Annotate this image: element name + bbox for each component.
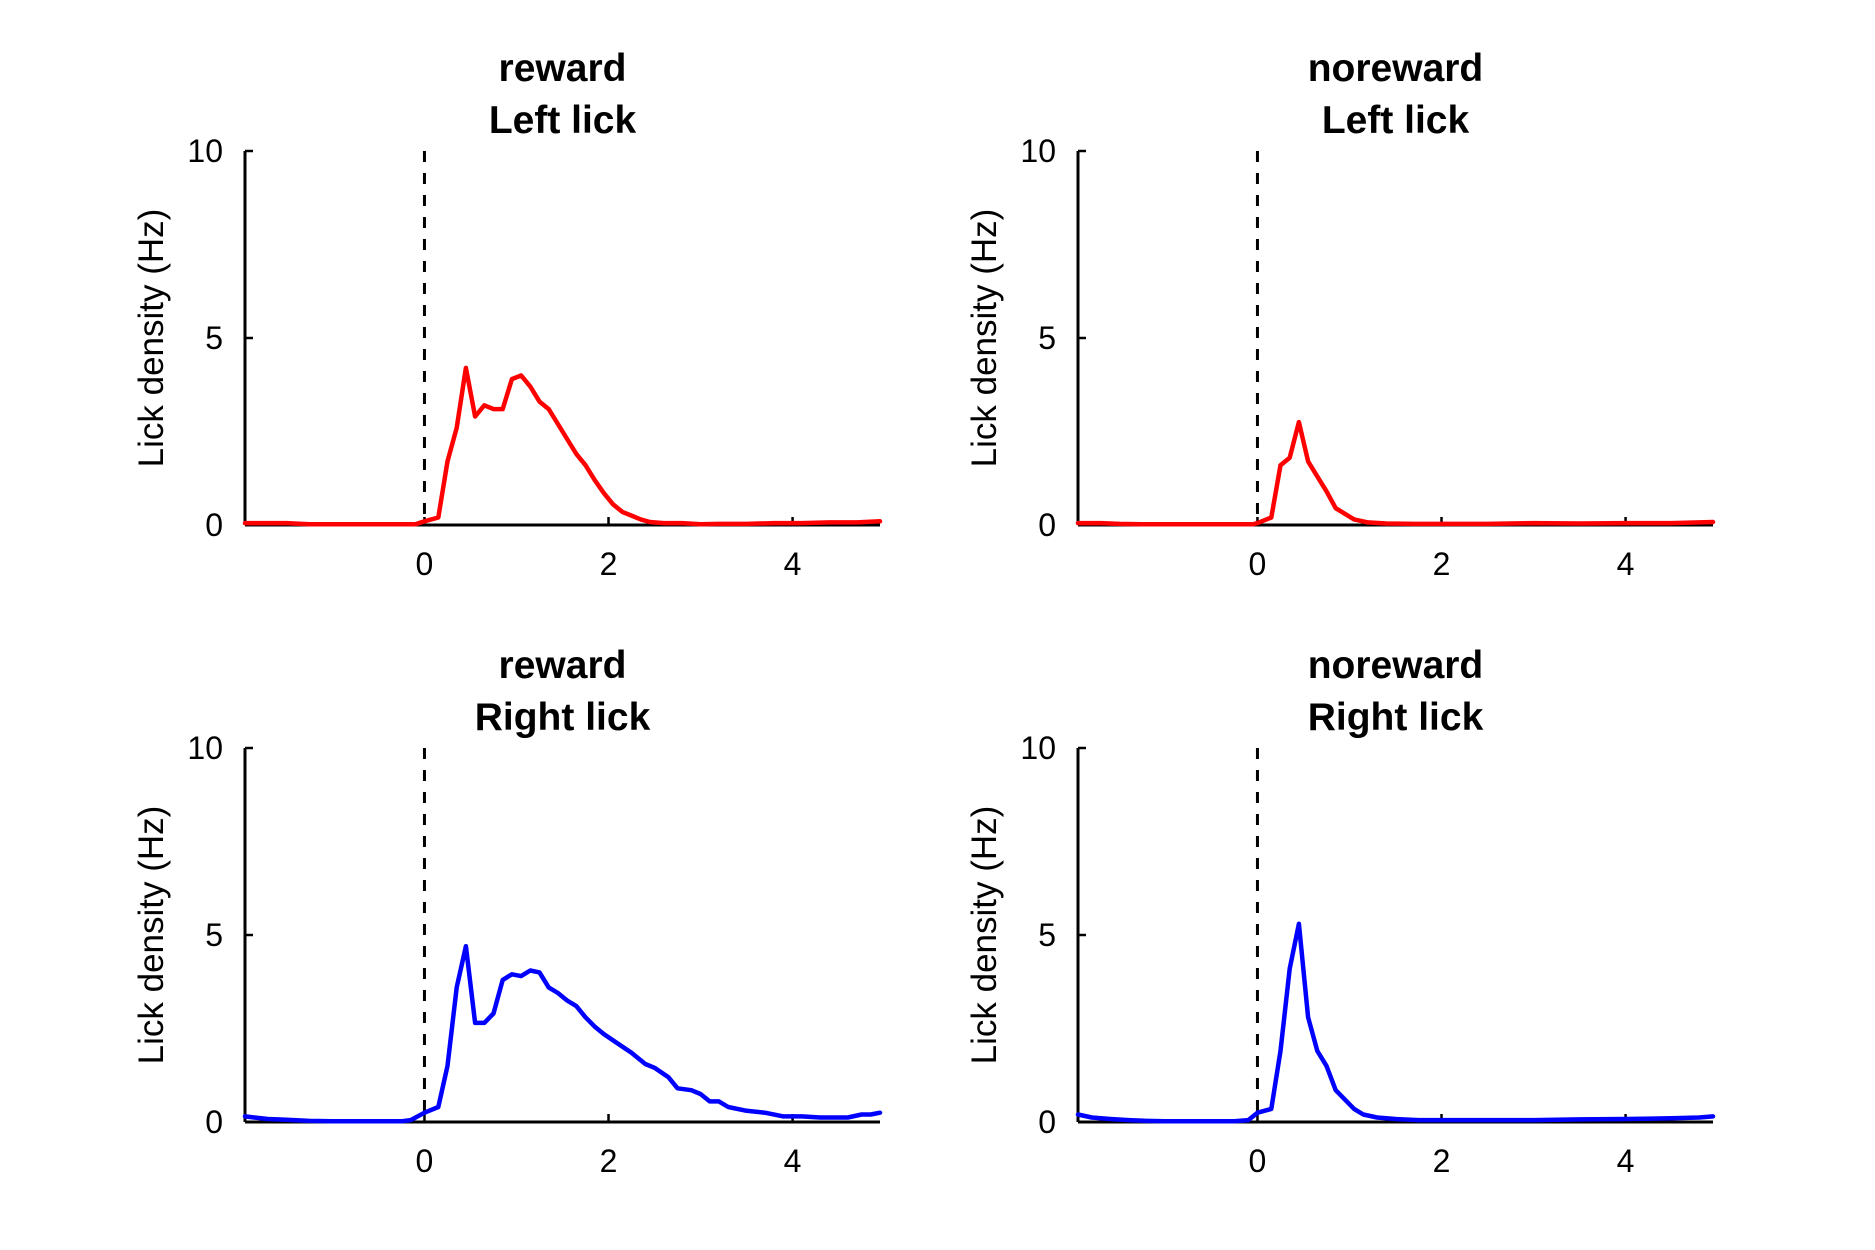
- panel-noreward-right: noreward Right lick 0 5 10 0 2 4 Lick density (H…: [965, 644, 1716, 1179]
- y-tick-label-noreward-left-0: 0: [1038, 507, 1056, 543]
- title-reward-left-line-2: Left lick: [489, 99, 637, 142]
- title-noreward-right-line-1: noreward: [1308, 644, 1484, 687]
- x-tick-label-noreward-left-0: 0: [1249, 546, 1267, 582]
- x-tick-label-noreward-right-0: 0: [1249, 1143, 1267, 1179]
- y-tick-label-reward-right-0: 0: [205, 1104, 223, 1140]
- title-noreward-right-line-2: Right lick: [1308, 696, 1484, 739]
- y-axis-label-noreward-right: Lick density (Hz): [965, 806, 1004, 1065]
- y-axis-label-reward-right: Lick density (Hz): [132, 806, 171, 1065]
- x-tick-label-reward-left-2: 2: [600, 546, 618, 582]
- y-axis-label-noreward-left: Lick density (Hz): [965, 209, 1004, 468]
- y-tick-label-noreward-right-10: 10: [1020, 730, 1056, 766]
- series-line-noreward-right: [1075, 921, 1716, 1124]
- x-tick-label-reward-left-0: 0: [416, 546, 434, 582]
- title-noreward-left-line-1: noreward: [1308, 47, 1484, 90]
- panel-reward-left: reward Left lick 0 5 10 0 2 4 Lick density (Hz): [132, 47, 883, 582]
- x-tick-label-noreward-left-4: 4: [1617, 546, 1635, 582]
- y-axis-label-reward-left: Lick density (Hz): [132, 209, 171, 468]
- panel-reward-right: reward Right lick 0 5 10 0 2 4 Lick density (Hz): [132, 644, 883, 1179]
- y-tick-label-reward-right-5: 5: [205, 917, 223, 953]
- y-tick-label-noreward-left-5: 5: [1038, 320, 1056, 356]
- y-tick-label-noreward-right-0: 0: [1038, 1104, 1056, 1140]
- series-line-reward-right: [242, 943, 883, 1124]
- y-tick-label-reward-left-10: 10: [187, 133, 223, 169]
- x-tick-label-noreward-left-2: 2: [1433, 546, 1451, 582]
- x-tick-label-reward-right-2: 2: [600, 1143, 618, 1179]
- y-tick-label-reward-right-10: 10: [187, 730, 223, 766]
- y-tick-label-reward-left-5: 5: [205, 320, 223, 356]
- title-reward-left-line-1: reward: [499, 47, 627, 90]
- y-tick-label-noreward-left-10: 10: [1020, 133, 1056, 169]
- x-tick-label-reward-left-4: 4: [784, 546, 802, 582]
- x-tick-label-reward-right-4: 4: [784, 1143, 802, 1179]
- title-reward-right-line-1: reward: [499, 644, 627, 687]
- title-reward-right-line-2: Right lick: [475, 696, 651, 739]
- y-tick-label-noreward-right-5: 5: [1038, 917, 1056, 953]
- series-line-noreward-left: [1075, 419, 1716, 527]
- y-tick-label-reward-left-0: 0: [205, 507, 223, 543]
- x-tick-label-reward-right-0: 0: [416, 1143, 434, 1179]
- title-noreward-left-line-2: Left lick: [1322, 99, 1470, 142]
- x-tick-label-noreward-right-2: 2: [1433, 1143, 1451, 1179]
- panel-noreward-left: noreward Left lick 0 5 10 0 2 4 Lick density (Hz…: [965, 47, 1716, 582]
- x-tick-label-noreward-right-4: 4: [1617, 1143, 1635, 1179]
- series-line-reward-left: [242, 365, 883, 527]
